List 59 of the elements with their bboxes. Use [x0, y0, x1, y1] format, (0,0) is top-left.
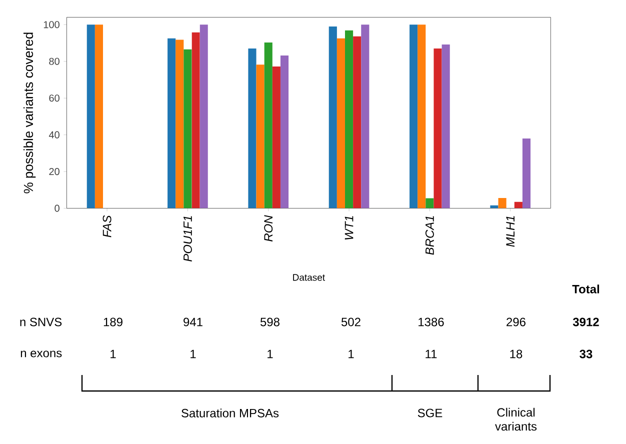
y-tick-label: 60: [49, 94, 60, 102]
x-tick-label: POU1F1: [183, 216, 192, 262]
x-tick-label: BRCA1: [425, 216, 434, 255]
text: Total: [572, 284, 600, 294]
text: 1: [190, 350, 196, 358]
bar: [272, 66, 280, 208]
bar: [328, 26, 337, 208]
bar: [336, 38, 345, 208]
text: 18: [510, 350, 522, 358]
x-axis-title: Dataset: [293, 274, 325, 281]
bar: [410, 24, 418, 208]
text: n exons: [20, 350, 62, 358]
text: SGE: [418, 408, 442, 418]
bar: [264, 42, 272, 208]
text: 1386: [418, 318, 444, 326]
bar: [200, 24, 208, 208]
bar: [94, 24, 104, 208]
bar: [361, 24, 370, 208]
bar: [280, 55, 289, 208]
y-tick-label: 80: [49, 58, 60, 65]
bar: [418, 24, 426, 208]
bar: [86, 24, 95, 208]
bar: [184, 49, 192, 208]
text: 189: [104, 318, 122, 326]
bar: [192, 32, 200, 208]
text: Clinical variants: [495, 408, 537, 431]
y-tick-label: 40: [48, 131, 60, 138]
text: Saturation MPSAs: [182, 408, 279, 418]
x-tick-label: RON: [264, 215, 273, 242]
y-tick-label: 20: [49, 168, 60, 176]
text: 33: [580, 350, 592, 358]
text: 598: [260, 318, 280, 326]
y-tick-label: 0: [54, 204, 60, 212]
bar: [522, 138, 531, 208]
bar: [345, 30, 354, 208]
text: 3912: [572, 318, 599, 326]
x-tick-label: WT1: [344, 216, 354, 240]
bar: [434, 48, 442, 208]
bar: [514, 202, 522, 208]
text: 941: [184, 318, 202, 326]
text: 1: [268, 350, 273, 358]
text: 296: [506, 318, 526, 326]
x-tick-label: FAS: [102, 215, 112, 238]
bar: [168, 38, 176, 208]
text: 502: [341, 318, 360, 326]
x-tick-label: MLH1: [506, 216, 514, 247]
bar: [426, 198, 434, 208]
text: 1: [348, 350, 354, 358]
text: n SNVS: [20, 318, 62, 326]
bar: [442, 44, 450, 208]
text: 1: [110, 350, 116, 358]
bar: [353, 36, 362, 208]
bar: [256, 64, 264, 208]
y-axis-title: % possible variants covered: [24, 32, 36, 194]
bar: [498, 198, 506, 208]
bar: [176, 40, 184, 208]
text: 11: [426, 350, 437, 358]
bar: [248, 48, 256, 208]
y-tick-label: 100: [44, 21, 60, 28]
